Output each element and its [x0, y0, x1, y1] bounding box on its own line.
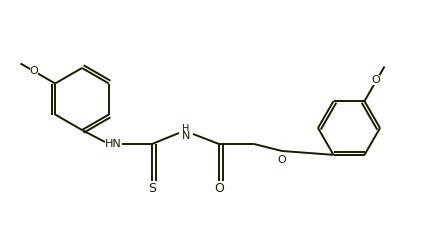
- Text: S: S: [148, 182, 156, 195]
- Text: H: H: [182, 124, 190, 134]
- Text: O: O: [214, 182, 224, 195]
- Text: O: O: [371, 75, 380, 85]
- Text: O: O: [278, 155, 286, 165]
- Text: HN: HN: [105, 139, 121, 149]
- Text: N: N: [182, 131, 190, 141]
- Text: O: O: [30, 66, 38, 76]
